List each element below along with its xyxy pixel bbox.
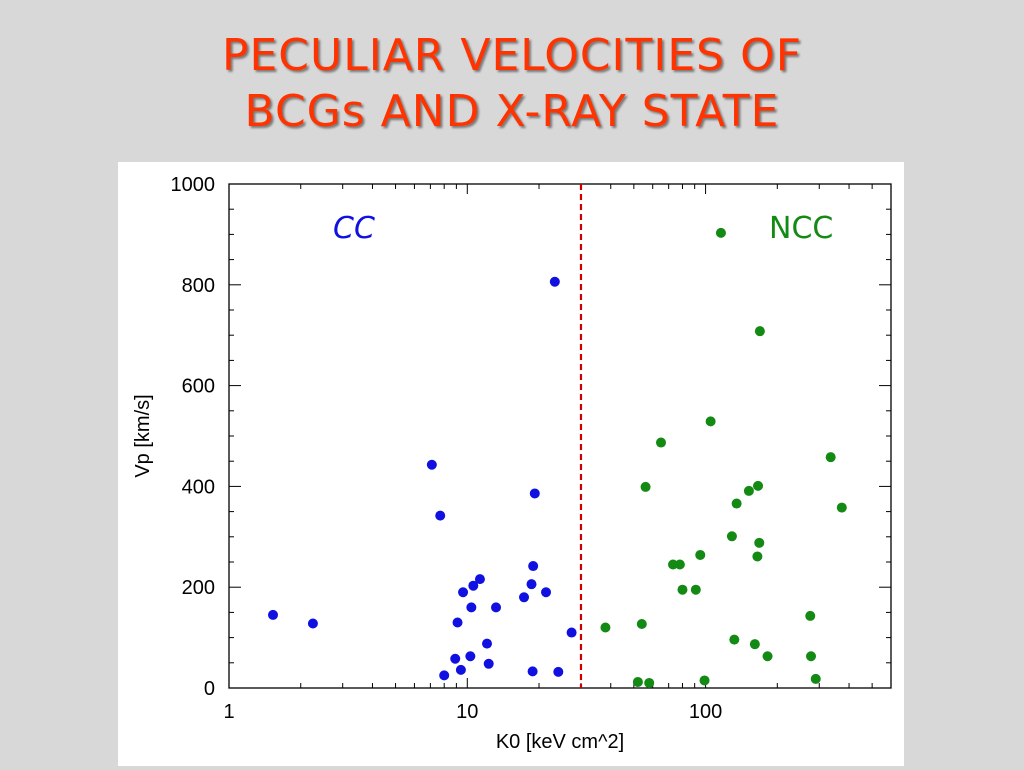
- data-point-cc: [482, 638, 493, 649]
- data-point-ncc: [762, 651, 773, 662]
- data-point-ncc: [699, 675, 710, 686]
- slide-title-line-1: PECULIAR VELOCITIES OF: [221, 30, 803, 81]
- data-point-ncc: [731, 498, 742, 509]
- data-point-cc: [528, 561, 539, 572]
- data-point-ncc: [668, 559, 679, 570]
- data-point-cc: [450, 653, 461, 664]
- data-point-ncc: [600, 622, 611, 633]
- data-point-ncc: [695, 549, 706, 560]
- data-point-cc: [474, 574, 485, 585]
- data-point-ncc: [743, 485, 754, 496]
- data-point-ncc: [754, 326, 765, 337]
- data-point-cc: [553, 666, 564, 677]
- y-tick-label: 1000: [171, 174, 216, 196]
- data-point-cc: [465, 651, 476, 662]
- data-point-cc: [566, 627, 577, 638]
- data-point-ncc: [729, 634, 740, 645]
- data-point-ncc: [836, 502, 847, 513]
- y-axis-label: Vp [km/s]: [132, 394, 154, 477]
- data-point-cc: [307, 618, 318, 629]
- data-point-cc: [435, 510, 446, 521]
- data-point-cc: [439, 670, 450, 681]
- data-point-ncc: [705, 416, 716, 427]
- data-point-cc: [519, 592, 530, 603]
- data-point-ncc: [806, 651, 817, 662]
- x-axis-label: K0 [keV cm^2]: [496, 731, 624, 753]
- data-point-cc: [527, 666, 538, 677]
- y-tick-label: 200: [182, 577, 215, 599]
- data-point-ncc: [632, 676, 643, 687]
- data-point-ncc: [644, 677, 655, 688]
- data-point-cc: [468, 580, 479, 591]
- data-point-ncc: [674, 559, 685, 570]
- data-point-cc: [268, 609, 279, 620]
- x-tick-label: 10: [456, 701, 478, 723]
- data-point-cc: [458, 587, 469, 598]
- data-point-ncc: [690, 584, 701, 595]
- y-tick-label: 400: [182, 476, 215, 498]
- data-point-cc: [526, 579, 537, 590]
- x-tick-label: 100: [689, 701, 722, 723]
- data-point-cc: [466, 602, 477, 613]
- data-point-cc: [549, 276, 560, 287]
- data-point-cc: [541, 587, 552, 598]
- data-point-ncc: [749, 639, 760, 650]
- data-point-ncc: [754, 537, 765, 548]
- data-point-ncc: [752, 551, 763, 562]
- axis-ticks: [228, 183, 892, 689]
- data-point-ncc: [677, 584, 688, 595]
- data-point-cc: [452, 617, 463, 628]
- data-point-ncc: [825, 452, 836, 463]
- ncc-annotation: NCC: [769, 211, 833, 246]
- data-point-ncc: [655, 437, 666, 448]
- data-point-cc: [455, 664, 466, 675]
- data-points: [268, 227, 847, 688]
- data-point-ncc: [753, 480, 764, 491]
- data-point-ncc: [810, 673, 821, 684]
- y-tick-label: 600: [182, 376, 215, 398]
- plot-frame: [228, 183, 892, 689]
- data-point-cc: [529, 488, 540, 499]
- data-point-cc: [491, 602, 502, 613]
- chart-panel: 1 10 100 0 200 400 600 800 1000 CC NCC K0 [keV c…: [118, 162, 904, 766]
- y-tick-label: 800: [182, 275, 215, 297]
- data-point-ncc: [640, 481, 651, 492]
- data-point-ncc: [726, 531, 737, 542]
- data-point-cc: [483, 658, 494, 669]
- x-tick-label: 1: [223, 701, 234, 723]
- data-point-ncc: [636, 618, 647, 629]
- y-tick-label: 0: [204, 678, 215, 700]
- data-point-ncc: [715, 227, 726, 238]
- slide-title-line-2: BCGs AND X-RAY STATE: [244, 86, 780, 137]
- cc-annotation: CC: [333, 211, 375, 246]
- slide-title: PECULIAR VELOCITIES OF BCGs AND X-RAY ST…: [0, 28, 1024, 140]
- data-point-cc: [426, 459, 437, 470]
- data-point-ncc: [805, 610, 816, 621]
